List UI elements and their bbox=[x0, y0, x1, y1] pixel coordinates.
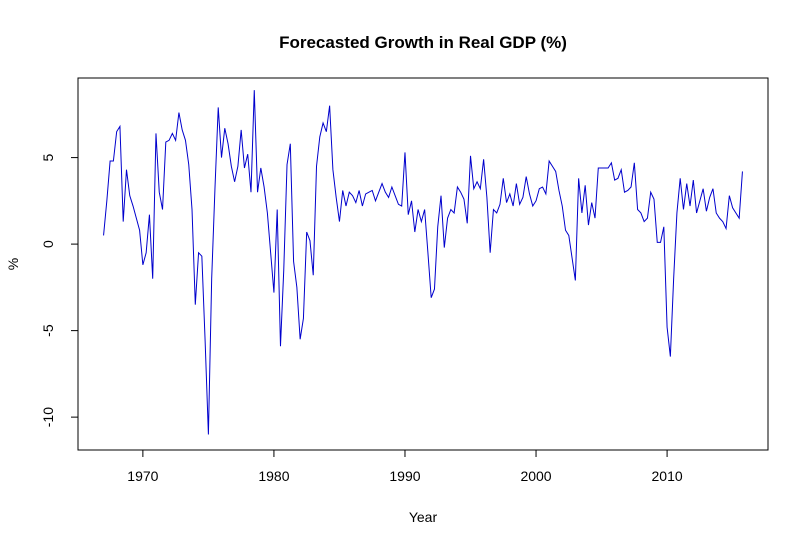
x-tick-label: 1990 bbox=[389, 468, 420, 484]
plot-box bbox=[77, 77, 769, 451]
x-tick-label: 2000 bbox=[520, 468, 551, 484]
y-tick-label: -5 bbox=[40, 324, 56, 337]
x-tick-label: 1970 bbox=[127, 468, 158, 484]
y-axis-label: % bbox=[5, 258, 21, 270]
chart-title: Forecasted Growth in Real GDP (%) bbox=[279, 33, 567, 52]
x-tick-label: 1980 bbox=[258, 468, 289, 484]
y-tick-label: -10 bbox=[40, 407, 56, 427]
y-tick-label: 0 bbox=[40, 240, 56, 248]
data-line bbox=[103, 90, 743, 435]
x-tick-label: 2010 bbox=[652, 468, 683, 484]
y-tick-label: 5 bbox=[40, 153, 56, 161]
x-axis-label: Year bbox=[409, 509, 438, 525]
